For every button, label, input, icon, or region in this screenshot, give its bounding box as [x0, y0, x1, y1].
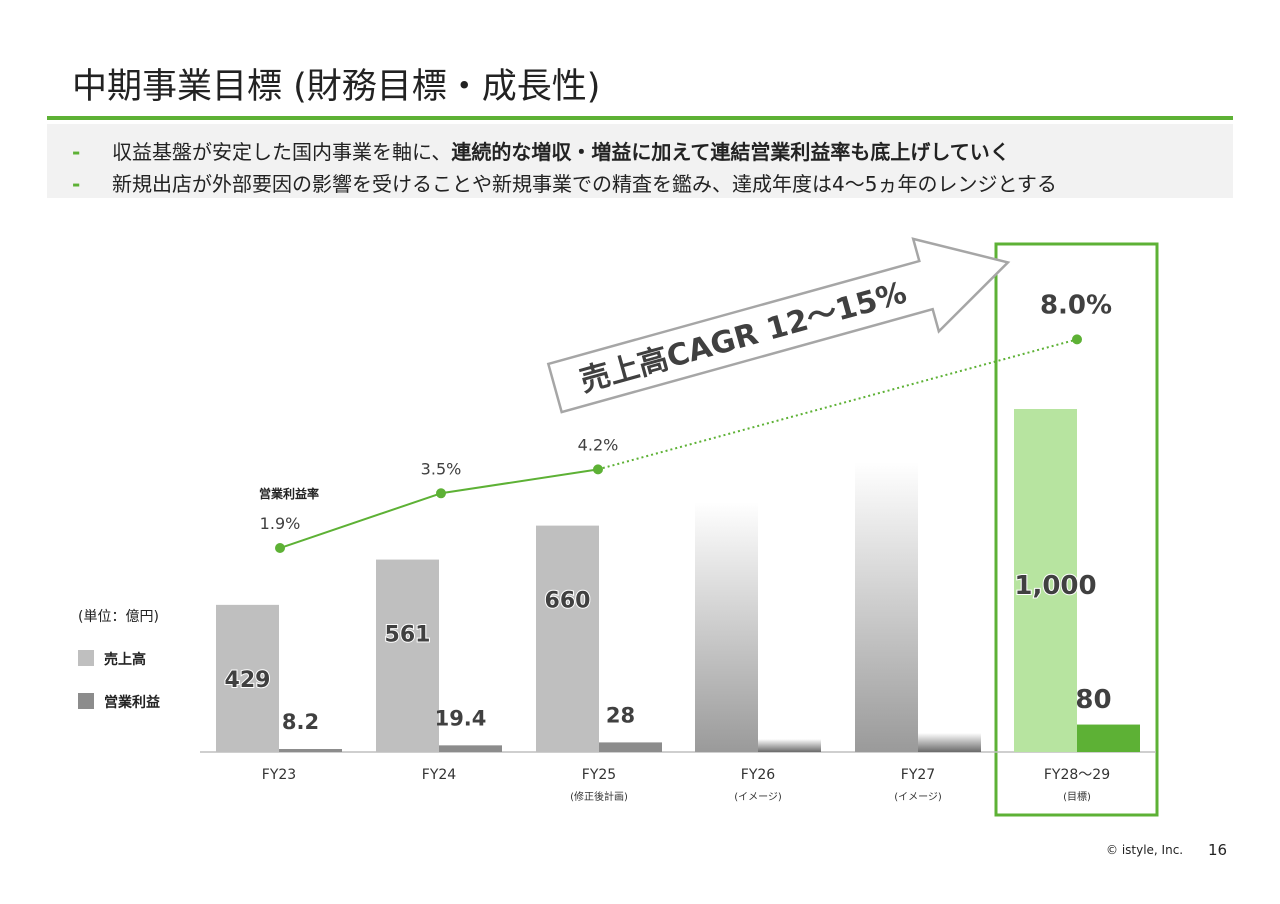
cagr-arrow-label: 売上高CAGR 12～15% [576, 275, 910, 399]
profit-bar-illustrative [918, 733, 981, 752]
sales-value-label: 561 [385, 623, 431, 648]
legend-sales: 売上高 [78, 649, 146, 669]
sales-value-label: 660 [545, 589, 591, 614]
profit-bar [439, 745, 502, 752]
page-title: 中期事業目標 (財務目標・成長性) [72, 67, 601, 107]
bullet-1: - 収益基盤が安定した国内事業を軸に、連続的な増収・増益に加えて連結営業利益率も底… [72, 136, 1010, 165]
bullet-1-plain: 収益基盤が安定した国内事業を軸に、 [112, 140, 452, 164]
sales-value-label: 429 [225, 668, 271, 693]
profit-value-label: 80 [1075, 685, 1111, 715]
x-tick-note: (イメージ) [734, 792, 782, 803]
bullet-2-text: 新規出店が外部要因の影響を受けることや新規事業での精査を鑑み、達成年度は4～5ヵ… [112, 172, 1057, 196]
bullet-2: - 新規出店が外部要因の影響を受けることや新規事業での精査を鑑み、達成年度は4～5… [72, 168, 1057, 197]
sales-bar-illustrative [855, 462, 918, 752]
margin-series-label: 営業利益率 [259, 486, 319, 501]
title-underline [47, 116, 1233, 120]
target-highlight-frame [994, 242, 1159, 817]
legend-sales-swatch [78, 650, 94, 666]
bullet-box: - 収益基盤が安定した国内事業を軸に、連続的な増収・増益に加えて連結営業利益率も底… [47, 124, 1233, 198]
x-tick-note: (修正後計画) [570, 790, 628, 803]
x-tick-label: FY23 [262, 767, 296, 783]
profit-value-label: 19.4 [435, 706, 487, 730]
legend-op-profit-swatch [78, 693, 94, 709]
margin-point [1072, 334, 1082, 345]
profit-bar-illustrative [758, 739, 821, 752]
margin-value-label: 1.9% [260, 514, 301, 533]
sales-bar [1014, 409, 1077, 752]
x-tick-note: (イメージ) [894, 792, 942, 803]
x-tick-label: FY28～29 [1044, 767, 1110, 783]
sales-bar [376, 559, 439, 752]
margin-point [275, 543, 285, 554]
legend-unit: (単位：億円) [78, 609, 159, 625]
cagr-arrow-shape [546, 237, 1011, 414]
sales-bar [216, 604, 279, 752]
bullet-dash: - [72, 140, 81, 164]
x-tick-label: FY27 [901, 767, 935, 783]
profit-value-label: 28 [606, 703, 635, 727]
margin-value-label: 8.0% [1040, 290, 1112, 320]
profit-value-label: 8.2 [282, 710, 319, 734]
sales-bar [536, 525, 599, 752]
sales-bar-illustrative [695, 502, 758, 752]
margin-point [593, 464, 603, 475]
margin-point [436, 488, 446, 499]
x-tick-label: FY25 [582, 767, 616, 783]
x-tick-note: (目標) [1063, 790, 1091, 803]
page-number: 16 [1208, 841, 1228, 859]
legend-op-profit-label: 営業利益 [104, 695, 160, 711]
legend-op-profit: 営業利益 [78, 692, 160, 712]
legend-sales-label: 売上高 [104, 652, 146, 668]
profit-bar [599, 742, 662, 752]
sales-value-label: 1,000 [1014, 571, 1096, 601]
bullet-1-bold: 連続的な増収・増益に加えて連結営業利益率も底上げしていく [451, 140, 1010, 164]
margin-value-label: 3.5% [421, 459, 462, 478]
profit-bar [279, 749, 342, 752]
x-tick-label: FY26 [741, 767, 776, 783]
profit-bar [1077, 724, 1140, 752]
margin-value-label: 4.2% [578, 435, 619, 454]
cagr-arrow: 売上高CAGR 12～15% [546, 237, 1011, 414]
margin-line-segment [440, 468, 599, 495]
margin-line-segment [279, 492, 442, 549]
bullet-dash: - [72, 172, 81, 196]
x-tick-label: FY24 [422, 767, 457, 783]
copyright: © istyle, Inc. [1106, 843, 1184, 857]
